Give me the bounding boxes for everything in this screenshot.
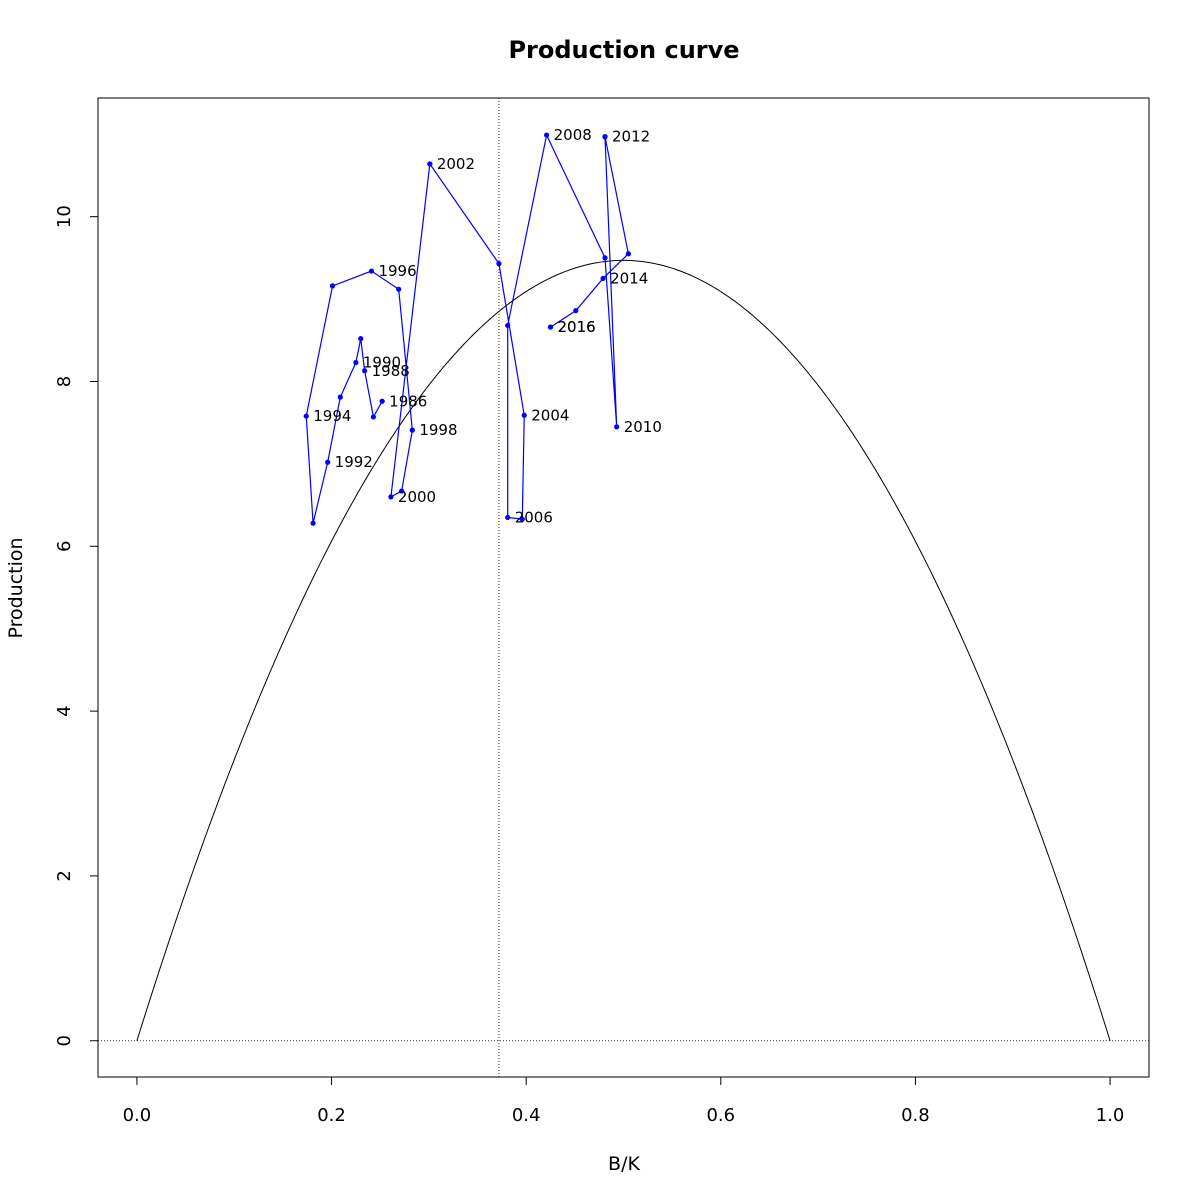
x-tick-label: 0.6 — [706, 1105, 735, 1126]
y-tick-label: 2 — [54, 870, 75, 881]
year-label: 1992 — [335, 453, 373, 471]
data-point — [625, 251, 631, 257]
data-point — [396, 286, 402, 292]
data-point — [521, 412, 527, 418]
data-point — [353, 359, 359, 366]
year-label: 2002 — [437, 155, 475, 173]
y-tick-label: 4 — [54, 705, 75, 716]
data-point — [368, 268, 375, 274]
y-axis-title: Production — [5, 537, 27, 638]
data-point — [519, 516, 525, 522]
data-point — [325, 459, 331, 465]
data-point — [337, 394, 343, 400]
data-point — [388, 494, 394, 500]
data-point — [409, 427, 415, 433]
data-point — [427, 161, 433, 167]
x-tick-label: 0.4 — [512, 1105, 541, 1126]
year-label: 2008 — [554, 126, 592, 144]
y-tick-label: 8 — [54, 376, 75, 387]
data-point — [544, 132, 550, 138]
data-point — [600, 275, 606, 282]
year-label: 1994 — [313, 407, 351, 425]
plot-frame — [97, 97, 1150, 1078]
year-label: 2016 — [558, 318, 596, 336]
year-label: 1986 — [389, 392, 427, 410]
year-label: 2010 — [624, 418, 662, 436]
year-label: 2000 — [398, 488, 436, 506]
y-tick-label: 10 — [54, 205, 75, 228]
year-label: 2006 — [515, 508, 553, 526]
data-point — [329, 283, 336, 289]
data-point — [602, 134, 608, 140]
x-tick-label: 0.8 — [901, 1105, 930, 1126]
year-label: 2004 — [531, 406, 569, 424]
data-point — [602, 255, 608, 261]
data-point — [505, 514, 511, 521]
year-label: 2012 — [612, 128, 650, 146]
x-tick-label: 1.0 — [1096, 1105, 1125, 1126]
year-label: 2014 — [610, 269, 648, 287]
data-point — [505, 322, 511, 329]
year-label: 1990 — [363, 354, 401, 372]
data-point — [303, 413, 309, 419]
x-tick-label: 0.0 — [123, 1105, 152, 1126]
x-axis-title: B/K — [608, 1153, 640, 1175]
year-label: 2016 — [558, 318, 596, 336]
x-tick-label: 0.2 — [317, 1105, 346, 1126]
data-point — [547, 324, 554, 330]
data-point — [496, 261, 502, 267]
year-label: 1998 — [419, 421, 457, 439]
data-point — [358, 336, 364, 342]
data-point — [379, 398, 385, 404]
data-point — [573, 308, 579, 314]
year-label: 1988 — [372, 362, 410, 380]
data-point — [370, 414, 377, 420]
data-point — [310, 520, 316, 526]
y-tick-label: 0 — [54, 1035, 75, 1046]
data-point — [614, 424, 620, 430]
data-point — [399, 488, 405, 494]
data-point — [362, 368, 368, 374]
y-tick-label: 6 — [54, 541, 75, 552]
production-curve-line — [136, 259, 1111, 1041]
year-label: 1996 — [378, 262, 416, 280]
chart-title: Production curve — [508, 36, 739, 64]
